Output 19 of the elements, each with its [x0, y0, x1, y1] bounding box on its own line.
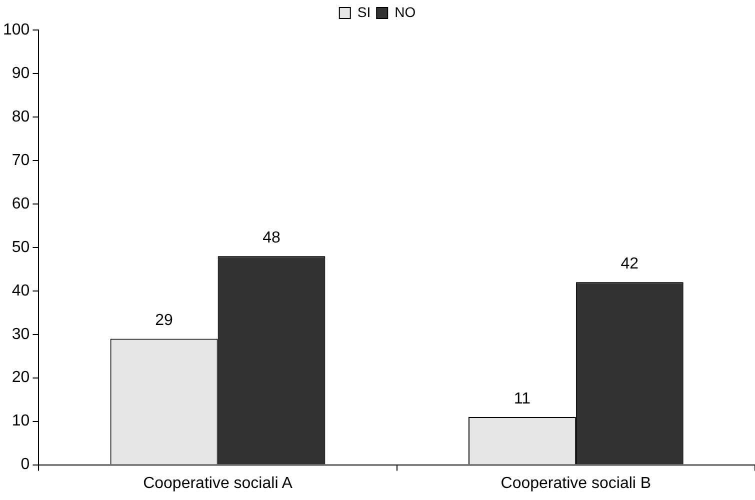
y-tick-label: 0 [20, 456, 30, 474]
y-tick-label: 50 [12, 238, 30, 256]
y-tick-label: 90 [12, 64, 30, 82]
y-tick-label: 10 [12, 412, 30, 430]
x-tick-label: Cooperative sociali A [143, 474, 293, 492]
x-tick-label: Cooperative sociali B [500, 474, 652, 492]
y-tick-label: 60 [12, 195, 30, 212]
legend-label: SI [357, 4, 371, 20]
data-label: 11 [514, 390, 531, 408]
y-tick-label: 30 [12, 326, 30, 343]
y-tick-label: 20 [12, 369, 30, 386]
y-tick-label: 100 [2, 21, 30, 38]
data-label: 42 [620, 256, 639, 273]
y-tick-label: 70 [12, 152, 30, 169]
data-label: 48 [262, 230, 280, 246]
legend-label: NO [394, 4, 416, 20]
y-tick-label: 40 [12, 282, 30, 300]
y-tick-label: 80 [12, 108, 30, 126]
data-label: 29 [155, 312, 174, 330]
